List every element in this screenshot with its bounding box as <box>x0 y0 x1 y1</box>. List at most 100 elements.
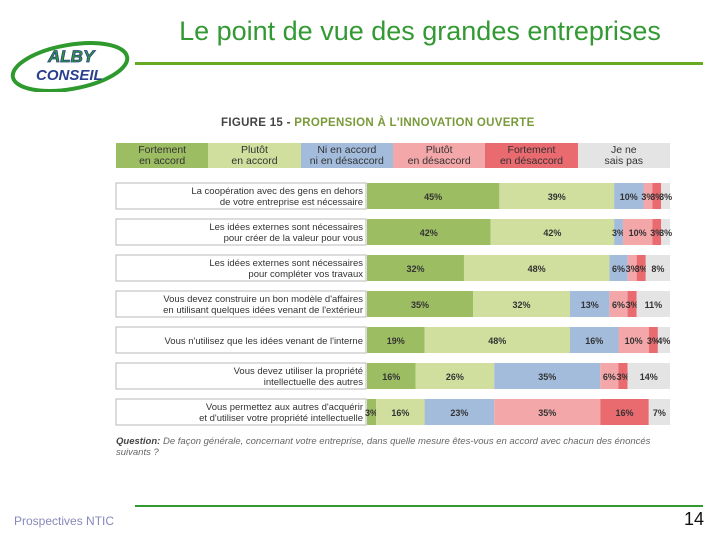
data-label: 10% <box>625 336 643 346</box>
category-box <box>115 326 367 354</box>
bar-segment <box>627 291 637 317</box>
bar-segment <box>609 255 628 281</box>
data-label: 11% <box>645 300 663 310</box>
bar-segment <box>376 399 425 425</box>
bar-segment <box>661 183 670 209</box>
slide-title: Le point de vue des grandes entreprises <box>179 16 661 46</box>
category-label: Vous devez utiliser la propriété <box>234 366 363 377</box>
data-label: 3% <box>659 192 672 202</box>
bar-segment <box>499 183 615 209</box>
category-box <box>115 290 367 318</box>
data-label: 6% <box>603 372 616 382</box>
figure-title: FIGURE 15 - PROPENSION À L'INNOVATION OU… <box>221 117 535 129</box>
data-label: 6% <box>612 300 625 310</box>
data-label: 3% <box>365 408 378 418</box>
data-label: 3% <box>641 192 654 202</box>
category-box <box>115 398 367 426</box>
data-label: 23% <box>450 408 468 418</box>
category-box <box>115 182 367 210</box>
bar-segment <box>367 327 425 353</box>
bar-segment <box>367 363 416 389</box>
bar-segment <box>627 255 637 281</box>
bar-segment <box>463 255 610 281</box>
category-label: intellectuelle des autres <box>264 377 364 388</box>
category-label: Vous permettez aux autres d'acquérir <box>206 402 363 413</box>
category-label: Les idées externes sont nécessaires <box>209 222 363 233</box>
data-label: 35% <box>411 300 429 310</box>
logo-bottom-text: CONSEIL <box>36 67 103 84</box>
bar-segment <box>627 363 670 389</box>
legend-label: Plutôt <box>241 143 268 156</box>
data-label: 16% <box>585 336 603 346</box>
data-label: 3% <box>617 372 630 382</box>
survey-question: Question: De façon générale, concernant … <box>116 436 682 458</box>
legend-label: Fortement <box>507 143 556 156</box>
bar-segment <box>415 363 495 389</box>
category-label: Vous n'utilisez que les idées venant de … <box>164 336 363 347</box>
legend-label: Je ne <box>610 143 637 156</box>
data-label: 32% <box>513 300 531 310</box>
bar-segment <box>643 183 653 209</box>
legend-item-plutot-desaccord: Plutôt en désaccord <box>392 143 486 168</box>
logo-swoosh <box>10 41 130 92</box>
data-label: 16% <box>382 372 400 382</box>
figure-heading: PROPENSION À L'INNOVATION OUVERTE <box>294 117 535 129</box>
data-label: 48% <box>488 336 506 346</box>
bar-segment <box>600 363 619 389</box>
bar-segment <box>636 291 670 317</box>
bar-segment <box>490 219 615 245</box>
alby-conseil-logo: ALBY CONSEIL <box>10 41 130 92</box>
category-label: pour compléter vos travaux <box>248 269 363 280</box>
data-label: 14% <box>640 372 658 382</box>
data-label: 32% <box>406 264 424 274</box>
bar-segment <box>609 291 628 317</box>
category-label: de votre entreprise est nécessaire <box>220 197 363 208</box>
bar-segment <box>657 327 670 353</box>
legend-label: sais pas <box>604 154 644 167</box>
bar-segment <box>614 183 644 209</box>
category-label: Vous devez construire un bon modèle d'af… <box>163 294 363 305</box>
data-label: 3% <box>650 192 663 202</box>
bar-segment <box>570 291 610 317</box>
legend-label: en accord <box>231 154 278 167</box>
data-label: 3% <box>626 264 639 274</box>
question-text: De façon générale, concernant votre entr… <box>116 436 651 458</box>
bar-segment <box>661 219 670 245</box>
bar-segment <box>614 219 623 245</box>
data-label: 26% <box>446 372 464 382</box>
bar-segment <box>494 363 601 389</box>
bar-segment <box>367 183 500 209</box>
data-label: 3% <box>612 228 625 238</box>
bar-segment <box>636 255 646 281</box>
data-label: 45% <box>424 192 442 202</box>
data-label: 35% <box>538 408 556 418</box>
bar-segment <box>424 399 495 425</box>
category-label: Les idées externes sont nécessaires <box>209 258 363 269</box>
bar-segment <box>652 219 662 245</box>
bar-segment <box>570 327 619 353</box>
bar-segment <box>648 327 658 353</box>
data-label: 48% <box>528 264 546 274</box>
data-label: 10% <box>620 192 638 202</box>
data-label: 3% <box>650 228 663 238</box>
data-label: 16% <box>616 408 634 418</box>
data-label: 35% <box>538 372 556 382</box>
data-label: 42% <box>543 228 561 238</box>
category-label: pour créer de la valeur pour vous <box>224 233 364 244</box>
data-label: 39% <box>548 192 566 202</box>
data-label: 3% <box>659 228 672 238</box>
bar-segment <box>367 255 464 281</box>
bar-segment <box>600 399 649 425</box>
page-number: 14 <box>683 509 704 529</box>
legend-label: ni en désaccord <box>309 154 384 167</box>
legend-item-ne-sait-pas: Je ne sais pas <box>577 143 670 168</box>
legend-label: en désaccord <box>499 154 563 167</box>
legend-label: en désaccord <box>407 154 471 167</box>
footer-divider <box>135 505 703 507</box>
bar-segment <box>424 327 571 353</box>
data-label: 7% <box>653 408 666 418</box>
bar-segment <box>618 363 628 389</box>
bar-segment <box>622 219 653 245</box>
category-box <box>115 254 367 282</box>
